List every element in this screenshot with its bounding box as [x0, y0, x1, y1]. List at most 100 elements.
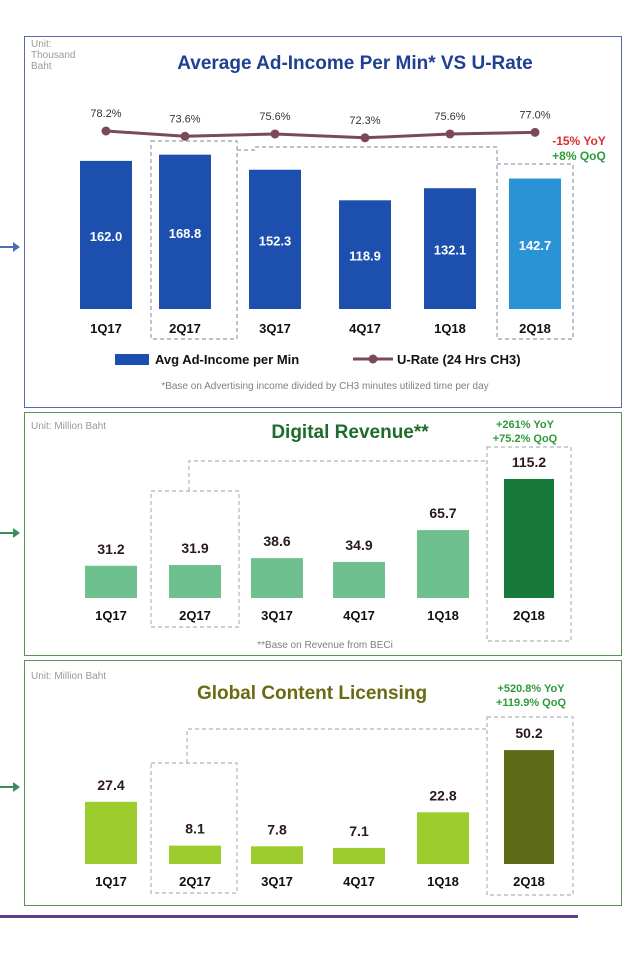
u-rate-label: 75.6% [259, 111, 290, 123]
x-tick-label: 2Q18 [513, 874, 545, 889]
licensing-yoy: +520.8% YoY [497, 683, 565, 695]
x-tick-label: 2Q18 [513, 608, 545, 623]
u-rate-label: 77.0% [519, 109, 550, 121]
digital-bar [333, 561, 385, 598]
legend-line-label: U-Rate (24 Hrs CH3) [397, 352, 521, 367]
ad-income-footnote: *Base on Advertising income divided by C… [161, 381, 488, 392]
licensing-qoq: +119.9% QoQ [496, 697, 566, 709]
digital-revenue-panel: Unit: Million Baht Digital Revenue** +26… [24, 412, 622, 656]
highlight-connector [188, 460, 487, 491]
u-rate-point [530, 127, 540, 137]
licensing-unit: Unit: Million Baht [31, 671, 106, 682]
licensing-value-label: 22.8 [429, 787, 456, 803]
x-tick-label: 2Q18 [519, 321, 551, 336]
ad-income-bar-label: 152.3 [259, 233, 292, 248]
x-tick-label: 1Q18 [427, 608, 459, 623]
x-tick-label: 3Q17 [261, 608, 293, 623]
unit-line: Thousand [31, 50, 75, 61]
licensing-panel: Unit: Million Baht Global Content Licens… [24, 660, 622, 906]
digital-value-label: 65.7 [429, 505, 456, 521]
licensing-value-label: 50.2 [515, 725, 542, 741]
connector-arrow-1 [0, 242, 20, 252]
licensing-title: Global Content Licensing [197, 683, 427, 704]
u-rate-label: 73.6% [169, 113, 200, 125]
highlight-box-2q17 [150, 140, 238, 340]
digital-qoq: +75.2% QoQ [493, 433, 558, 445]
legend-bar-swatch [115, 354, 149, 365]
x-tick-label: 1Q17 [95, 608, 127, 623]
ad-income-bar-label: 118.9 [349, 249, 381, 264]
ad-income-chart: Unit: Thousand Baht Average Ad-Income Per … [31, 39, 606, 392]
connector-arrow-2 [0, 528, 20, 538]
ad-income-bar [249, 169, 301, 309]
x-tick-label: 4Q17 [343, 874, 375, 889]
x-tick-label: 3Q17 [259, 321, 291, 336]
ad-income-unit: Unit: Thousand Baht [31, 39, 75, 72]
ad-income-bar [509, 178, 561, 309]
ad-income-panel: Unit: Thousand Baht Average Ad-Income Per … [24, 36, 622, 408]
digital-value-label: 38.6 [263, 533, 290, 549]
x-tick-label: 2Q17 [179, 874, 211, 889]
legend-bar-label: Avg Ad-Income per Min [155, 352, 299, 367]
licensing-value-label: 8.1 [185, 821, 205, 837]
ad-income-yoy: -15% YoY [552, 134, 606, 148]
x-tick-label: 1Q17 [95, 874, 127, 889]
highlight-box-2q18 [496, 163, 574, 340]
x-tick-label: 1Q18 [427, 874, 459, 889]
ad-income-bar-label: 132.1 [434, 243, 467, 258]
digital-revenue-chart: Unit: Million Baht Digital Revenue** +26… [31, 419, 572, 651]
highlight-box-2q17 [150, 762, 238, 894]
highlight-connector [186, 728, 487, 763]
licensing-bar [169, 845, 221, 864]
digital-value-label: 34.9 [345, 537, 372, 553]
ad-income-qoq: +8% QoQ [552, 149, 606, 163]
unit-line: Baht [31, 61, 52, 72]
u-rate-point [360, 133, 370, 143]
highlight-box-2q18 [486, 716, 574, 896]
x-tick-label: 1Q17 [90, 321, 122, 336]
u-rate-point [180, 131, 190, 141]
licensing-bar [333, 847, 385, 864]
highlight-box-2q18 [486, 446, 572, 642]
x-tick-label: 1Q18 [434, 321, 466, 336]
u-rate-point [270, 129, 280, 139]
digital-unit: Unit: Million Baht [31, 421, 106, 432]
digital-yoy: +261% YoY [496, 419, 555, 431]
ad-income-bar [159, 154, 211, 309]
bottom-rule [0, 915, 578, 918]
digital-title: Digital Revenue** [271, 422, 429, 443]
licensing-bar [504, 750, 554, 864]
ad-income-bar [80, 160, 132, 309]
u-rate-label: 75.6% [434, 111, 465, 123]
ad-income-bar-label: 142.7 [519, 238, 552, 253]
ad-income-bar-label: 168.8 [169, 226, 202, 241]
x-tick-label: 2Q17 [169, 321, 201, 336]
licensing-value-label: 7.8 [267, 821, 287, 837]
digital-bar [417, 530, 469, 598]
connector-arrow-3 [0, 782, 20, 792]
digital-value-label: 115.2 [512, 454, 546, 470]
licensing-value-label: 7.1 [349, 823, 369, 839]
ad-income-bar [424, 188, 476, 309]
unit-line: Unit: [31, 39, 52, 50]
digital-value-label: 31.9 [181, 540, 208, 556]
digital-bar [251, 558, 303, 598]
digital-bar [85, 565, 137, 598]
ad-income-bar [339, 200, 391, 309]
licensing-bar [417, 812, 469, 864]
u-rate-label: 72.3% [349, 115, 380, 127]
u-rate-point [101, 126, 111, 136]
x-tick-label: 4Q17 [343, 608, 375, 623]
u-rate-label: 78.2% [90, 108, 121, 120]
licensing-value-label: 27.4 [97, 777, 124, 793]
x-tick-label: 2Q17 [179, 608, 211, 623]
legend-line-marker [368, 354, 378, 364]
u-rate-point [445, 129, 455, 139]
licensing-chart: Unit: Million Baht Global Content Licens… [31, 671, 574, 896]
u-rate-line [105, 129, 536, 140]
digital-bar [504, 478, 554, 598]
ad-income-bar-label: 162.0 [90, 229, 123, 244]
x-tick-label: 4Q17 [349, 321, 381, 336]
x-tick-label: 3Q17 [261, 874, 293, 889]
highlight-box-2q17 [150, 490, 240, 628]
